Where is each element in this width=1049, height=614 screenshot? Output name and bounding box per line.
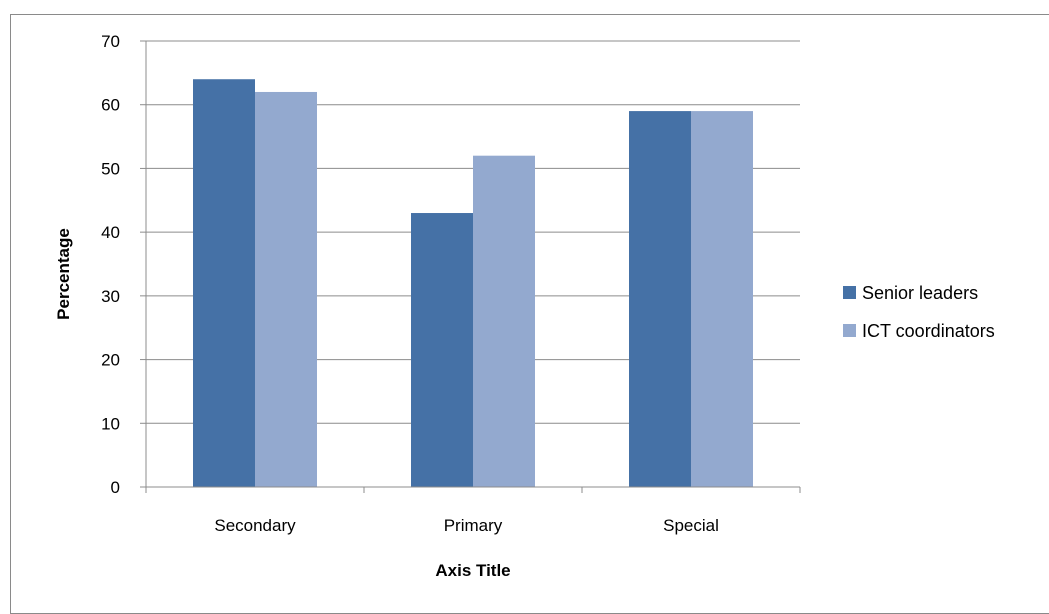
bar-senior-leaders-primary (411, 213, 473, 487)
y-tick-label: 50 (101, 159, 120, 178)
x-tick-label: Primary (444, 516, 503, 535)
y-axis-ticks: 0 10 20 30 40 50 60 70 (101, 32, 147, 497)
y-axis-title: Percentage (54, 228, 73, 320)
bars (193, 79, 753, 487)
legend-label: ICT coordinators (862, 321, 995, 341)
bar-ict-coordinators-special (691, 111, 753, 487)
y-tick-label: 0 (111, 478, 120, 497)
legend-label: Senior leaders (862, 283, 978, 303)
legend: Senior leaders ICT coordinators (843, 283, 995, 341)
bar-senior-leaders-secondary (193, 79, 255, 487)
x-tick-label: Secondary (214, 516, 296, 535)
bar-ict-coordinators-primary (473, 155, 535, 487)
bar-ict-coordinators-secondary (255, 91, 317, 487)
y-tick-label: 40 (101, 223, 120, 242)
y-tick-label: 20 (101, 351, 120, 370)
bar-senior-leaders-special (629, 111, 691, 487)
y-tick-label: 60 (101, 96, 120, 115)
x-axis-ticks: Secondary Primary Special (145, 487, 801, 535)
legend-swatch (843, 324, 856, 337)
x-axis-title: Axis Title (435, 561, 510, 580)
y-tick-label: 70 (101, 32, 120, 51)
y-tick-label: 10 (101, 414, 120, 433)
x-tick-label: Special (663, 516, 719, 535)
legend-swatch (843, 286, 856, 299)
y-tick-label: 30 (101, 287, 120, 306)
